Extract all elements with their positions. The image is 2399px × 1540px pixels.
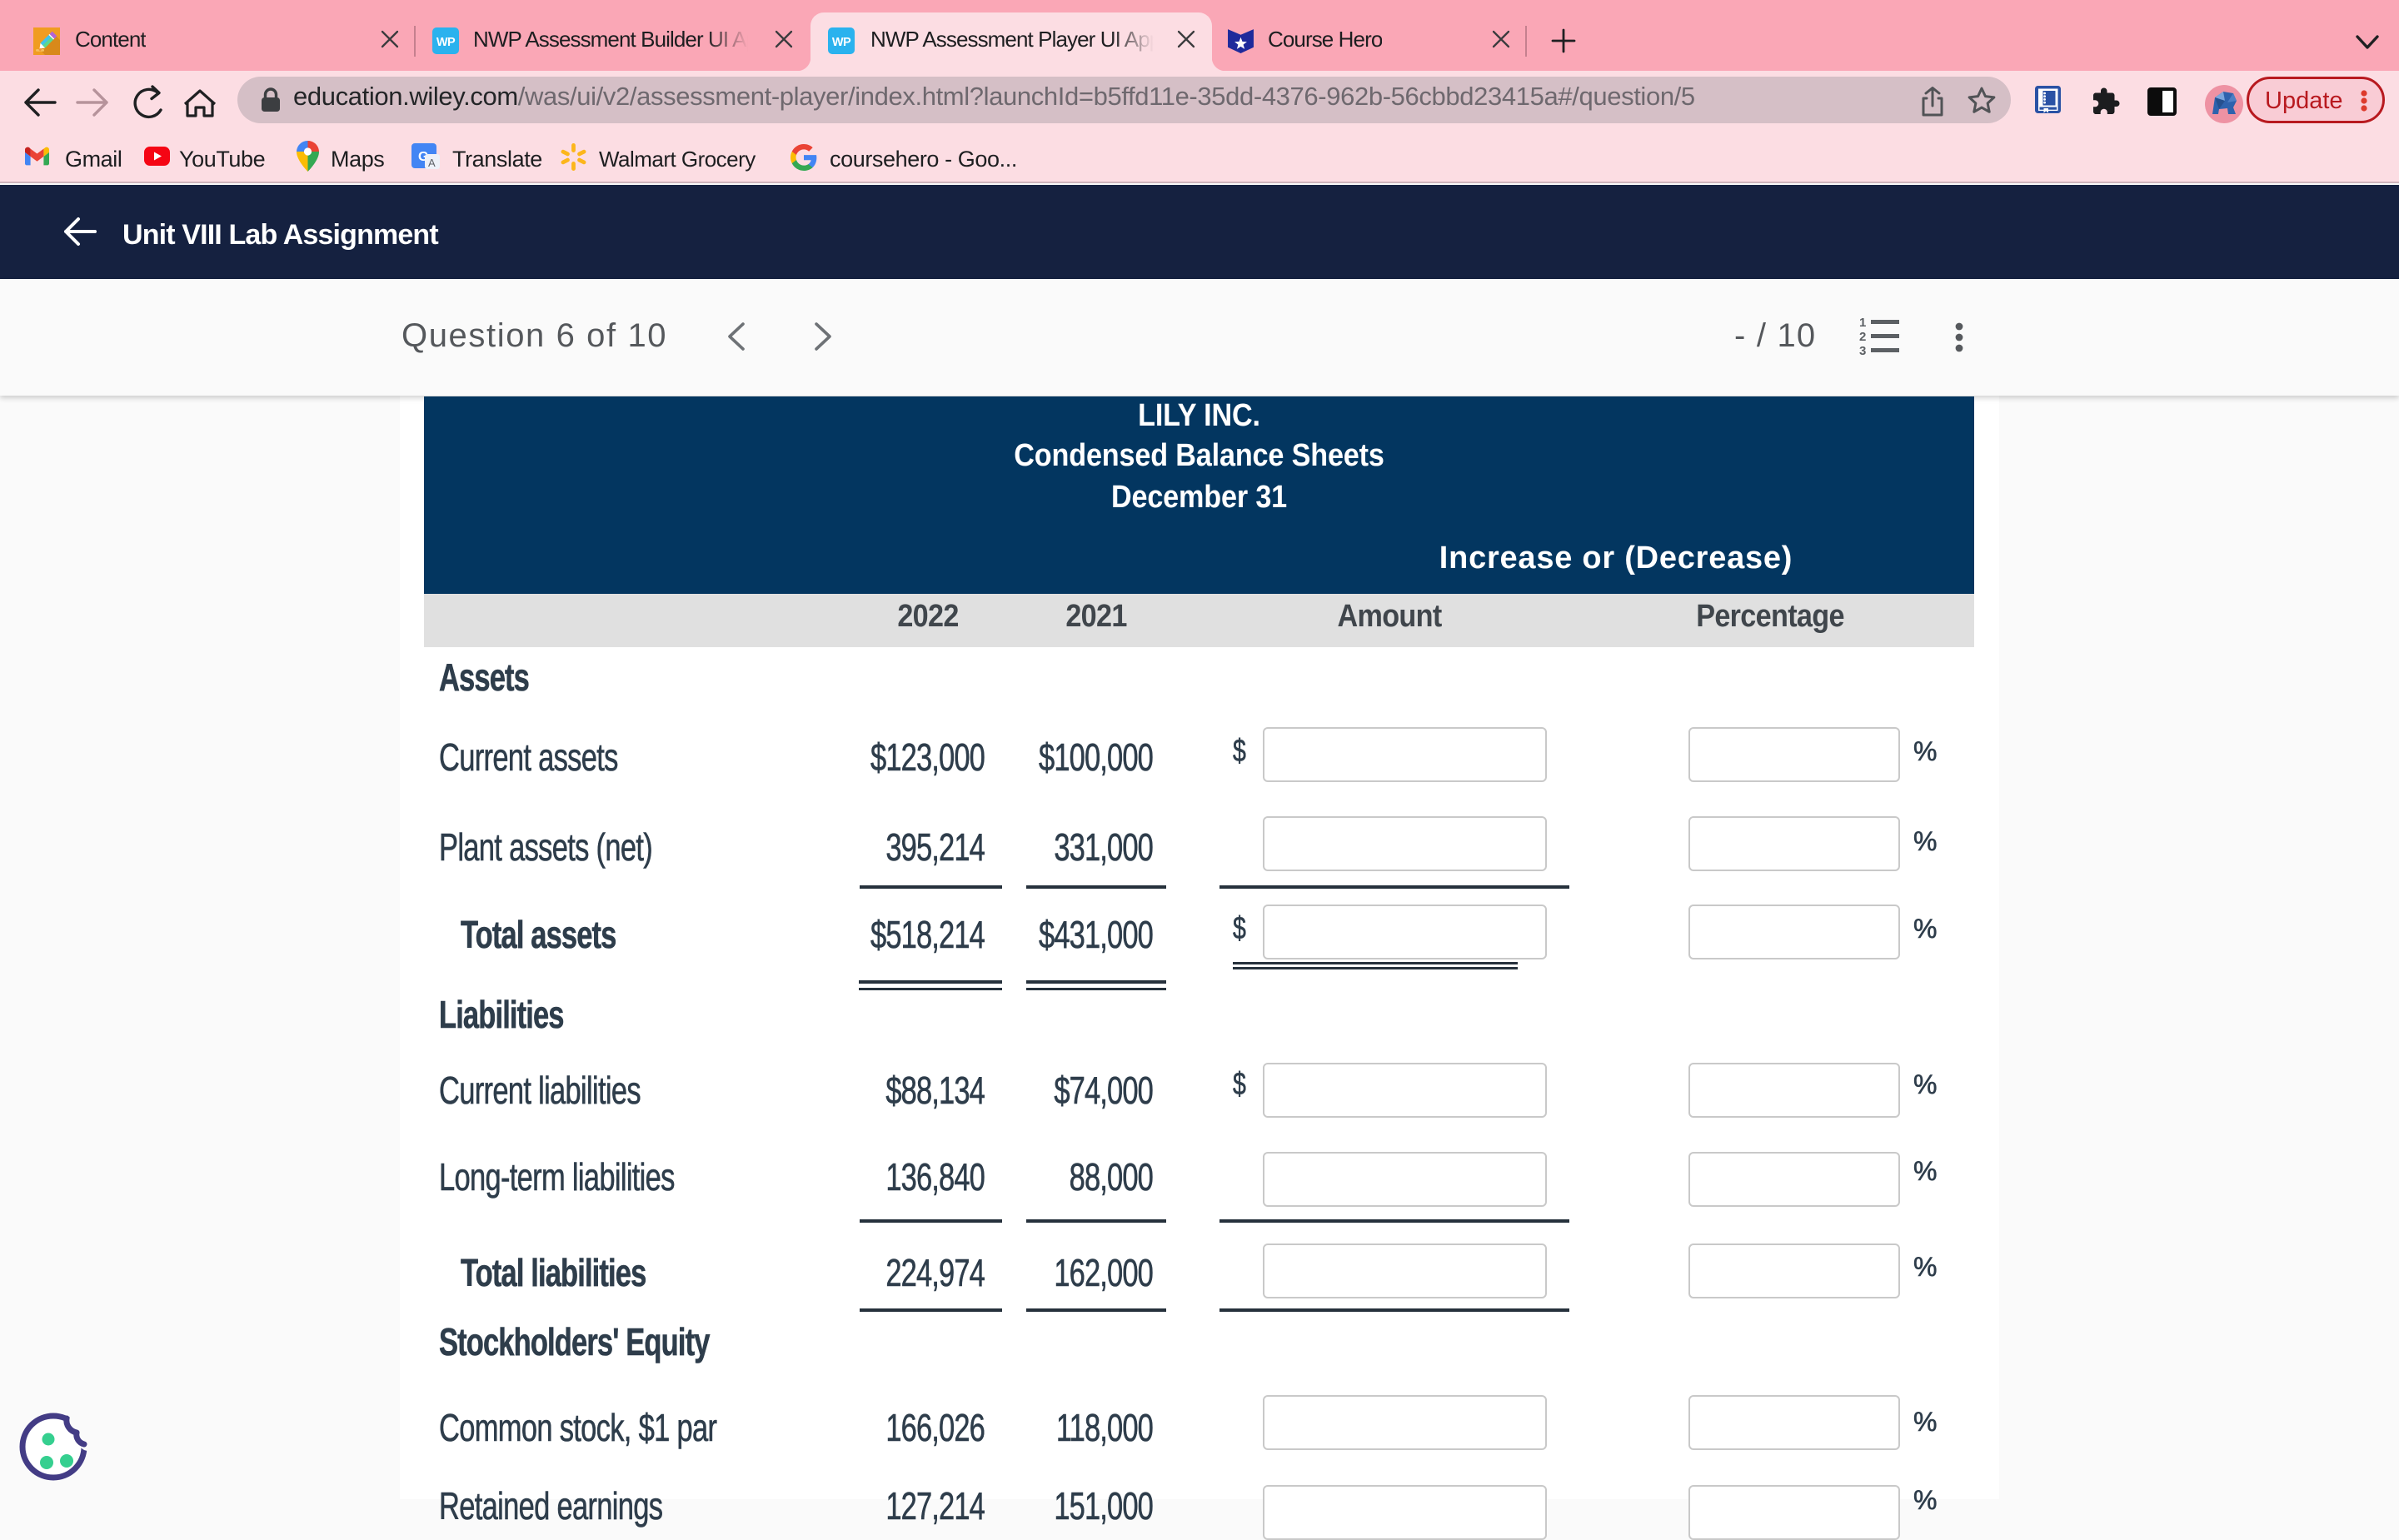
svg-text:WP: WP (436, 36, 456, 49)
svg-text:1: 1 (1859, 316, 1866, 330)
svg-text:2: 2 (1859, 330, 1866, 344)
svg-text:WP: WP (832, 36, 851, 49)
svg-text:A: A (428, 157, 436, 169)
svg-text:3: 3 (1859, 344, 1866, 358)
